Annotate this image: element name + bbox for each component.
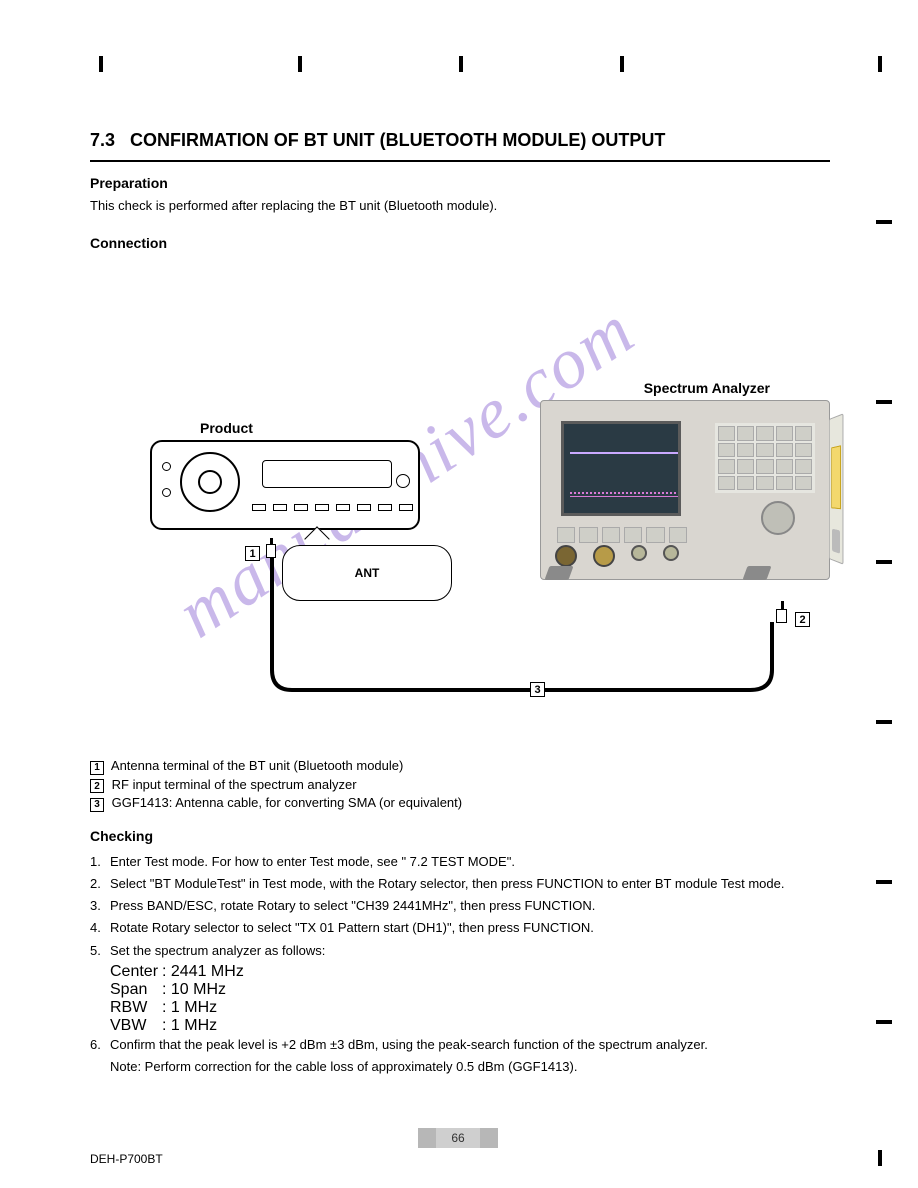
step: 5.Set the spectrum analyzer as follows:	[90, 941, 830, 961]
step: 4.Rotate Rotary selector to select "TX 0…	[90, 918, 830, 938]
step-num: 1.	[90, 852, 110, 872]
crop-mark	[878, 1150, 882, 1166]
crop-mark	[99, 56, 103, 72]
analyzer-card-slot	[829, 413, 843, 564]
cable-plug-tip	[270, 538, 273, 544]
step-num: 4.	[90, 918, 110, 938]
callout-box-2: 2	[795, 612, 810, 627]
cable-plug-right	[776, 609, 787, 623]
crop-mark	[878, 56, 882, 72]
legend-item: 3 GGF1413: Antenna cable, for converting…	[90, 795, 462, 812]
legend-num-box: 2	[90, 779, 104, 793]
step-num: 6.	[90, 1035, 110, 1055]
cable-plug-tip	[781, 601, 784, 609]
setting-key: Span	[110, 981, 156, 999]
crop-mark	[298, 56, 302, 72]
crop-mark	[876, 720, 892, 724]
setting-val: : 1 MHz	[162, 999, 217, 1017]
crop-mark	[876, 880, 892, 884]
preparation-label: Preparation	[90, 175, 830, 191]
crop-mark	[876, 560, 892, 564]
crop-mark	[876, 400, 892, 404]
checking-steps: 1.Enter Test mode. For how to enter Test…	[90, 852, 830, 1079]
step-text: Press BAND/ESC, rotate Rotary to select …	[110, 896, 595, 916]
step-num: 2.	[90, 874, 110, 894]
step-text: Set the spectrum analyzer as follows:	[110, 941, 325, 961]
step: 2.Select "BT ModuleTest" in Test mode, w…	[90, 874, 830, 894]
footer-row: DEH-P700BT	[90, 1152, 830, 1166]
step: 6.Confirm that the peak level is +2 dBm …	[90, 1035, 830, 1055]
connection-label: Connection	[90, 235, 830, 251]
step-num: 5.	[90, 941, 110, 961]
heading-number: 7.3	[90, 130, 115, 150]
legend-text: Antenna terminal of the BT unit (Bluetoo…	[111, 758, 403, 773]
setting-key: Center	[110, 963, 156, 981]
callout-box-1: 1	[245, 546, 260, 561]
connection-diagram: Product Spectrum Analyzer	[90, 390, 830, 710]
page-title: 7.3 CONFIRMATION OF BT UNIT (BLUETOOTH M…	[90, 130, 665, 151]
step-text: Rotate Rotary selector to select "TX 01 …	[110, 918, 594, 938]
footer-left: DEH-P700BT	[90, 1152, 163, 1166]
crop-mark	[459, 56, 463, 72]
step-text: Enter Test mode. For how to enter Test m…	[110, 852, 515, 872]
callout-box-3: 3	[530, 682, 545, 697]
preparation-text: This check is performed after replacing …	[90, 197, 830, 215]
note-text: Note: Perform correction for the cable l…	[110, 1057, 577, 1077]
step: 3.Press BAND/ESC, rotate Rotary to selec…	[90, 896, 830, 916]
crop-mark	[876, 1020, 892, 1024]
step-text: Select "BT ModuleTest" in Test mode, wit…	[110, 874, 784, 894]
crop-mark	[876, 220, 892, 224]
legend-text: RF input terminal of the spectrum analyz…	[112, 777, 357, 792]
step: 1.Enter Test mode. For how to enter Test…	[90, 852, 830, 872]
legend-text: GGF1413: Antenna cable, for converting S…	[112, 795, 462, 810]
cable-path	[90, 390, 830, 710]
checking-label: Checking	[90, 828, 153, 844]
step-num: 3.	[90, 896, 110, 916]
legend-item: 1 Antenna terminal of the BT unit (Bluet…	[90, 758, 462, 775]
setting-val: : 2441 MHz	[162, 963, 244, 981]
setting-val: : 10 MHz	[162, 981, 226, 999]
legend-item: 2 RF input terminal of the spectrum anal…	[90, 777, 462, 794]
legend-num-box: 3	[90, 798, 104, 812]
heading-rule	[90, 160, 830, 162]
heading-text: CONFIRMATION OF BT UNIT (BLUETOOTH MODUL…	[130, 130, 665, 150]
step-note: Note: Perform correction for the cable l…	[90, 1057, 830, 1077]
legend-num-box: 1	[90, 761, 104, 775]
setting-val: : 1 MHz	[162, 1017, 217, 1035]
crop-mark	[620, 56, 624, 72]
page-number: 66	[418, 1128, 498, 1148]
setting-key: VBW	[110, 1017, 156, 1035]
step-text: Confirm that the peak level is +2 dBm ±3…	[110, 1035, 708, 1055]
step-subitems: Center : 2441 MHz Span : 10 MHz RBW : 1 MHz…	[90, 963, 830, 1035]
legend-list: 1 Antenna terminal of the BT unit (Bluet…	[90, 758, 462, 814]
cable-plug-left	[266, 544, 276, 558]
setting-key: RBW	[110, 999, 156, 1017]
